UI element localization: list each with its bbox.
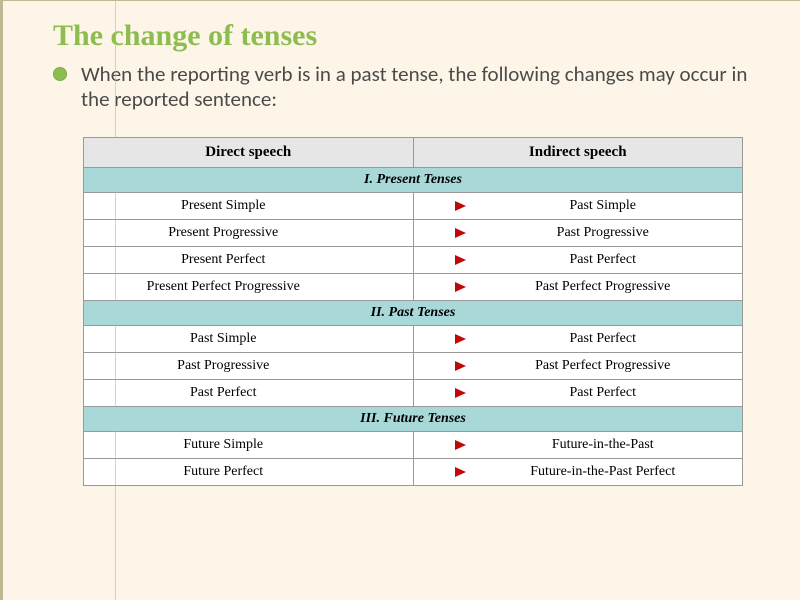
- header-indirect: Indirect speech: [413, 138, 743, 168]
- header-direct: Direct speech: [84, 138, 414, 168]
- tense-row: Present Simple Past Simple: [84, 193, 743, 220]
- direct-cell: Past Simple: [84, 326, 414, 353]
- tense-table: Direct speech Indirect speech I. Present…: [83, 137, 743, 486]
- tense-row: Past Simple Past Perfect: [84, 326, 743, 353]
- tense-row: Past Progressive Past Perfect Progressiv…: [84, 353, 743, 380]
- direct-cell: Present Perfect: [84, 247, 414, 274]
- intro-row: When the reporting verb is in a past ten…: [53, 61, 760, 112]
- slide-content: The change of tenses When the reporting …: [3, 1, 800, 516]
- direct-cell: Present Perfect Progressive: [84, 274, 414, 301]
- direct-cell: Present Simple: [84, 193, 414, 220]
- direct-cell: Future Perfect: [84, 459, 414, 486]
- section-row: II. Past Tenses: [84, 301, 743, 326]
- tense-row: Present Perfect Past Perfect: [84, 247, 743, 274]
- direct-cell: Present Progressive: [84, 220, 414, 247]
- tense-row: Present Progressive Past Progressive: [84, 220, 743, 247]
- indirect-cell: Past Perfect: [413, 326, 743, 353]
- header-row: Direct speech Indirect speech: [84, 138, 743, 168]
- tense-row: Future Simple Future-in-the-Past: [84, 432, 743, 459]
- bullet-icon: [53, 67, 67, 81]
- indirect-cell: Past Perfect: [413, 380, 743, 407]
- section-row: III. Future Tenses: [84, 407, 743, 432]
- section-label: II. Past Tenses: [84, 301, 743, 326]
- indirect-cell: Past Simple: [413, 193, 743, 220]
- tense-row: Present Perfect Progressive Past Perfect…: [84, 274, 743, 301]
- indirect-cell: Past Perfect Progressive: [413, 274, 743, 301]
- indirect-cell: Past Perfect Progressive: [413, 353, 743, 380]
- slide-title: The change of tenses: [53, 19, 760, 53]
- section-label: I. Present Tenses: [84, 168, 743, 193]
- indirect-cell: Past Progressive: [413, 220, 743, 247]
- indirect-cell: Future-in-the-Past: [413, 432, 743, 459]
- direct-cell: Past Progressive: [84, 353, 414, 380]
- section-label: III. Future Tenses: [84, 407, 743, 432]
- intro-text: When the reporting verb is in a past ten…: [81, 62, 760, 112]
- section-row: I. Present Tenses: [84, 168, 743, 193]
- tense-row: Past Perfect Past Perfect: [84, 380, 743, 407]
- direct-cell: Future Simple: [84, 432, 414, 459]
- direct-cell: Past Perfect: [84, 380, 414, 407]
- tense-row: Future Perfect Future-in-the-Past Perfec…: [84, 459, 743, 486]
- indirect-cell: Future-in-the-Past Perfect: [413, 459, 743, 486]
- indirect-cell: Past Perfect: [413, 247, 743, 274]
